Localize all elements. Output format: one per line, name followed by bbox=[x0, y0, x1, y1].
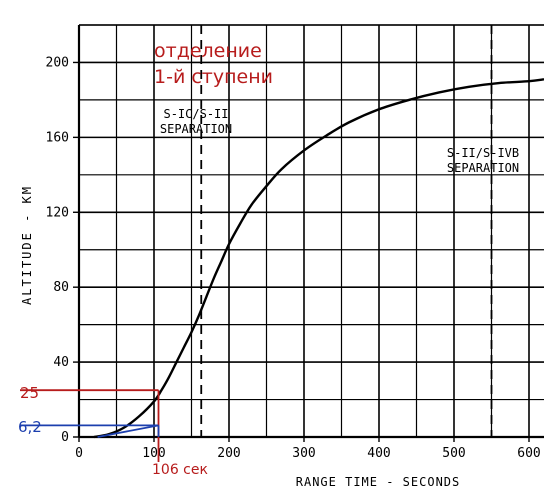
altitude-curve bbox=[93, 78, 544, 439]
y-tick-label-1: 40 bbox=[53, 355, 69, 370]
x-tick-label-0: 0 bbox=[75, 446, 83, 461]
annotations bbox=[20, 389, 160, 462]
annotation-62-diagonal bbox=[97, 424, 159, 438]
annotation-25-label: 25 bbox=[20, 384, 39, 402]
x-tick-label-1: 100 bbox=[142, 446, 165, 461]
x-tick-label-3: 300 bbox=[292, 446, 315, 461]
x-axis-label: RANGE TIME - SECONDS bbox=[296, 475, 461, 489]
altitude-curve-layer bbox=[93, 78, 544, 439]
event-label-1-line1: S-IC/S-II bbox=[163, 107, 228, 121]
y-tick-label-4: 160 bbox=[46, 130, 69, 145]
x-tick-label-6: 600 bbox=[517, 446, 540, 461]
y-tick-label-2: 80 bbox=[53, 280, 69, 295]
y-axis-label: ALTITUDE - KM bbox=[20, 185, 34, 305]
separation-lines bbox=[200, 25, 493, 437]
x-tick-label-2: 200 bbox=[217, 446, 240, 461]
event-label-1-line2: SEPARATION bbox=[160, 122, 232, 136]
x-tick-label-5: 500 bbox=[442, 446, 465, 461]
annotation-62-label: 6,2 bbox=[18, 418, 42, 436]
y-tick-label-5: 200 bbox=[46, 55, 69, 70]
tick-labels: 0 100 200 300 400 500 600 0 40 80 120 160 200 bbox=[46, 55, 541, 461]
separation-ru-line2: 1-й ступени bbox=[154, 66, 273, 88]
y-tick-label-3: 120 bbox=[46, 205, 69, 220]
x-tick-label-4: 400 bbox=[367, 446, 390, 461]
separation-ru-line1: отделение bbox=[154, 40, 262, 62]
event-label-2-line2: SEPARATION bbox=[447, 161, 519, 175]
annotation-106-label: 106 сек bbox=[152, 462, 208, 478]
event-label-2-line1: S-II/S-IVB bbox=[447, 146, 519, 160]
y-tick-label-0: 0 bbox=[61, 430, 69, 445]
